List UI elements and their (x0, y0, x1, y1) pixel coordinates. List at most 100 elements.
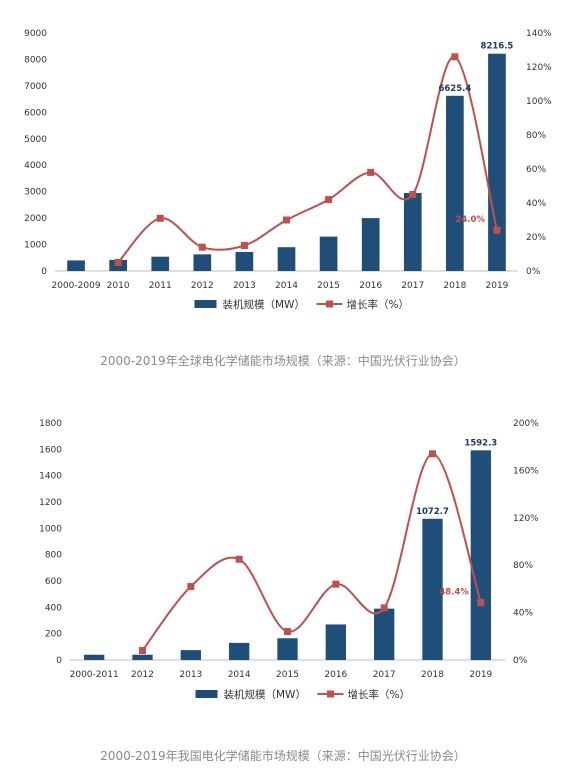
line-data-label: 48.4% (439, 588, 469, 598)
x-tick-label: 2012 (131, 670, 154, 680)
x-tick-label: 2018 (421, 670, 444, 680)
y-tick-label: 1000 (39, 524, 62, 534)
y-tick-label: 0 (41, 267, 47, 277)
x-tick-label: 2000-2009 (52, 281, 101, 291)
growth-rate-marker (283, 216, 290, 224)
y-tick-label: 600 (45, 577, 62, 587)
bar (488, 53, 506, 271)
china-storage-chart-svg: 0 200 400 600 800 1000 1200 1400 1600 1800 0% 40% 80… (39, 419, 539, 701)
bar-data-label: 1592.3 (464, 438, 497, 448)
china-storage-chart: 0 200 400 600 800 1000 1200 1400 1600 1800 0% 40% 80… (0, 400, 566, 730)
legend-bar-swatch (194, 300, 217, 308)
y-tick-label: 400 (45, 603, 62, 613)
y2-tick-label: 20% (526, 233, 546, 243)
growth-rate-marker (429, 450, 436, 458)
growth-rate-marker (380, 604, 388, 612)
growth-rate-marker (367, 168, 375, 176)
bar (151, 256, 170, 271)
x-tick-label: 2017 (373, 670, 396, 680)
bar-data-label: 8216.5 (481, 42, 514, 52)
y-tick-label: 5000 (24, 135, 47, 145)
y-tick-label: 8000 (24, 55, 47, 65)
x-tick-label: 2015 (276, 670, 299, 680)
y-tick-label: 1800 (39, 419, 62, 429)
y-tick-label: 7000 (24, 82, 47, 92)
y2-tick-label: 120% (513, 514, 539, 524)
y2-tick-label: 100% (526, 97, 552, 107)
y-tick-label: 1000 (24, 241, 47, 251)
x-tick-label: 2019 (486, 281, 509, 291)
legend-line-marker (326, 300, 333, 308)
y-tick-label: 1600 (39, 445, 62, 455)
x-tick-label: 2016 (359, 281, 382, 291)
y2-tick-label: 140% (526, 29, 552, 39)
bar (319, 236, 338, 271)
global-storage-chart-svg: 0 1000 2000 3000 4000 5000 6000 7000 8000 9000 0% 2… (24, 29, 552, 311)
bar (325, 624, 346, 660)
bar (67, 260, 85, 271)
growth-rate-marker (325, 196, 333, 204)
growth-rate-marker (235, 555, 243, 563)
bar (422, 518, 443, 660)
china-chart-caption: 2000-2019年我国电化学储能市场规模（来源：中国光伏行业协会） (100, 749, 466, 763)
bar-data-label: 1072.7 (416, 507, 449, 517)
y-tick-label: 2000 (24, 214, 47, 224)
x-tick-label: 2017 (401, 281, 424, 291)
legend-bar-label: 装机规模（MW） (223, 298, 305, 311)
growth-rate-marker (139, 647, 146, 655)
legend: 装机规模（MW） 增长率（%） (194, 298, 409, 311)
bar (235, 251, 254, 271)
bar-data-label: 6625.4 (438, 84, 471, 94)
x-tick-label: 2011 (149, 281, 172, 291)
bar (374, 608, 395, 660)
y-tick-label: 9000 (24, 29, 47, 39)
x-tick-label: 2015 (317, 281, 340, 291)
y-tick-label: 200 (45, 630, 62, 640)
bar (277, 247, 296, 271)
y2-tick-label: 40% (513, 609, 533, 619)
growth-rate-marker (477, 599, 485, 607)
x-tick-label: 2014 (228, 670, 251, 680)
growth-rate-marker (156, 214, 164, 222)
growth-rate-marker (187, 583, 195, 591)
growth-rate-marker (451, 53, 459, 61)
bar (470, 450, 491, 660)
y-tick-label: 0 (56, 656, 62, 666)
y-tick-label: 4000 (24, 161, 47, 171)
x-tick-label: 2010 (107, 281, 130, 291)
bar (277, 638, 298, 660)
growth-rate-marker (240, 242, 248, 249)
bar (229, 642, 250, 660)
y-tick-label: 1400 (39, 472, 62, 482)
y2-tick-label: 40% (526, 199, 546, 209)
global-storage-chart: 0 1000 2000 3000 4000 5000 6000 7000 8000 9000 0% 2… (0, 0, 566, 330)
x-tick-label: 2000-2011 (70, 670, 119, 680)
x-tick-label: 2012 (191, 281, 214, 291)
y2-tick-label: 120% (526, 63, 552, 73)
legend: 装机规模（MW） 增长率（%） (195, 688, 410, 701)
x-tick-label: 2019 (469, 670, 492, 680)
bar (84, 654, 105, 660)
y-tick-label: 1200 (39, 498, 62, 508)
y2-tick-label: 80% (526, 131, 546, 141)
y-tick-label: 3000 (24, 188, 47, 198)
y2-tick-label: 200% (513, 419, 539, 429)
legend-bar-swatch (195, 690, 218, 698)
growth-rate-marker (493, 226, 501, 234)
y2-tick-label: 160% (513, 466, 539, 476)
x-tick-label: 2016 (324, 670, 347, 680)
legend-line-label: 增长率（%） (348, 688, 410, 701)
y2-tick-label: 0% (526, 267, 541, 277)
y-tick-label: 800 (45, 551, 62, 561)
legend-line-label: 增长率（%） (347, 298, 409, 311)
bar (403, 192, 422, 271)
y-tick-label: 6000 (24, 108, 47, 118)
bar (446, 95, 464, 271)
y2-tick-label: 80% (513, 561, 533, 571)
x-tick-label: 2018 (443, 281, 466, 291)
y2-tick-label: 0% (513, 656, 528, 666)
growth-rate-marker (409, 191, 417, 198)
bar (193, 254, 212, 271)
line-data-label: 24.0% (455, 215, 485, 225)
bar (361, 218, 380, 271)
